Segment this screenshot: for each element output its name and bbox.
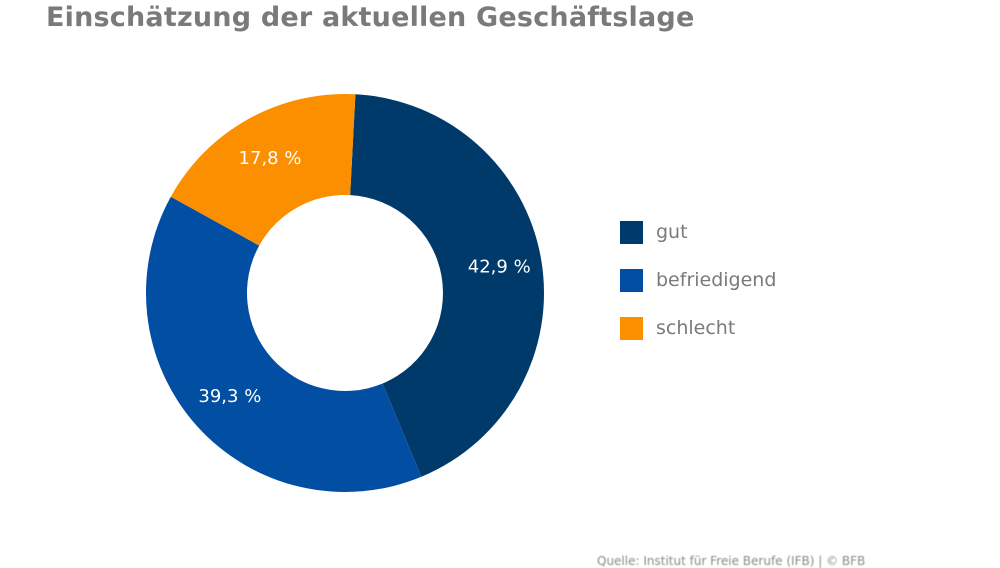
source-note: Quelle: Institut für Freie Berufe (IFB) … bbox=[597, 554, 866, 568]
slice-label-befriedigend: 39,3 % bbox=[198, 386, 261, 407]
legend-label-schlecht: schlecht bbox=[656, 317, 736, 339]
legend-swatch-gut bbox=[620, 220, 643, 244]
chart-title: Einschätzung der aktuellen Geschäftslage bbox=[46, 2, 695, 33]
legend-item-gut: gut bbox=[620, 208, 776, 256]
legend-item-befriedigend: befriedigend bbox=[620, 256, 776, 304]
slice-gut bbox=[350, 94, 545, 477]
legend-label-gut: gut bbox=[656, 221, 688, 243]
legend-swatch-schlecht bbox=[620, 316, 643, 340]
slice-label-gut: 42,9 % bbox=[468, 256, 531, 277]
slice-schlecht bbox=[170, 93, 356, 246]
legend-item-schlecht: schlecht bbox=[620, 304, 776, 352]
legend-swatch-befriedigend bbox=[620, 268, 643, 292]
legend-label-befriedigend: befriedigend bbox=[656, 269, 777, 291]
slice-label-schlecht: 17,8 % bbox=[239, 148, 302, 169]
slice-befriedigend bbox=[145, 196, 422, 492]
legend: gut befriedigend schlecht bbox=[620, 208, 776, 352]
